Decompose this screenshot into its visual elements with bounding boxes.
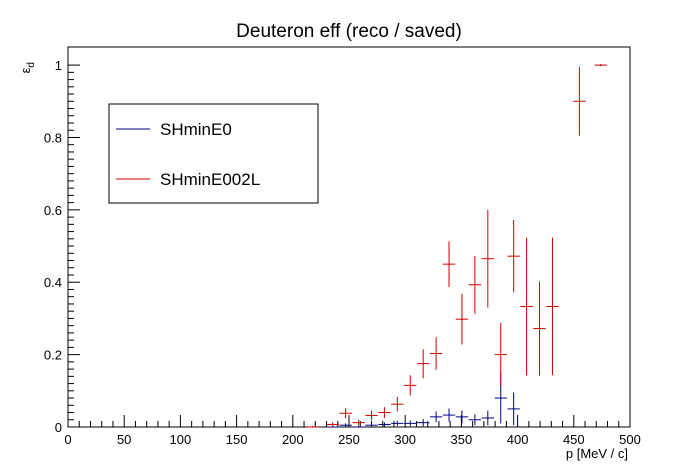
data-point: [365, 423, 378, 427]
y-axis: 0 0.2 0.4 0.6 0.8 1: [44, 58, 80, 435]
data-point: [507, 219, 520, 293]
y-tick-label: 0.2: [44, 348, 62, 363]
data-point: [442, 241, 456, 287]
legend: SHminE0 SHminE002L: [108, 103, 319, 204]
svg-text:εd: εd: [18, 62, 37, 73]
y-tick-label: 0: [55, 420, 62, 435]
data-point: [520, 237, 533, 376]
x-tick-label: 150: [226, 432, 248, 447]
data-point: [481, 410, 494, 426]
data-point: [546, 237, 559, 376]
data-point: [468, 414, 482, 426]
x-tick-label: 250: [338, 432, 360, 447]
data-point: [417, 419, 430, 427]
data-point: [352, 425, 365, 428]
data-point: [481, 209, 494, 308]
x-tick-label: 500: [619, 432, 641, 447]
x-tick-label: 450: [563, 432, 585, 447]
data-point: [417, 349, 430, 379]
series-1: [306, 372, 520, 428]
data-point: [391, 420, 404, 426]
data-point: [352, 419, 365, 426]
data-point: [494, 322, 507, 387]
data-point: [339, 408, 352, 419]
legend-box: [108, 103, 319, 204]
data-point: [378, 407, 391, 418]
x-tick-label: 50: [117, 432, 131, 447]
data-point: [594, 64, 607, 67]
x-tick-label: 350: [451, 432, 473, 447]
data-point: [404, 375, 417, 396]
data-point: [306, 425, 319, 428]
y-axis-title-sub: d: [26, 62, 37, 68]
data-point: [455, 410, 469, 424]
data-point: [326, 422, 339, 427]
y-tick-label: 0.8: [44, 130, 62, 145]
data-point: [429, 411, 443, 423]
data-point: [573, 66, 586, 136]
data-point: [378, 422, 391, 427]
legend-label-series-1: SHminE0: [160, 120, 232, 139]
x-tick-label: 300: [394, 432, 416, 447]
x-tick-label: 100: [170, 432, 192, 447]
data-point: [468, 255, 482, 314]
x-tick-label: 200: [282, 432, 304, 447]
data-point: [404, 420, 417, 427]
data-point: [339, 423, 352, 427]
x-axis-title: p [MeV / c]: [566, 446, 628, 461]
y-tick-label: 1: [55, 58, 62, 73]
series-layer: [306, 64, 607, 428]
y-axis-title-main: ε: [18, 67, 33, 73]
data-point: [507, 392, 520, 426]
data-point: [365, 410, 378, 421]
series-2: [306, 64, 607, 428]
x-axis: 0 50 100 150 200 250 300 350 400 450 500: [64, 415, 641, 447]
legend-label-series-2: SHminE002L: [160, 170, 260, 189]
chart-title: Deuteron eff (reco / saved): [236, 21, 462, 42]
data-point: [442, 408, 456, 422]
x-tick-label: 0: [64, 432, 71, 447]
x-tick-label: 400: [507, 432, 529, 447]
data-point: [429, 337, 443, 370]
data-point: [533, 281, 546, 376]
y-axis-title: εd: [18, 62, 37, 73]
data-point: [391, 396, 404, 412]
y-tick-label: 0.4: [44, 275, 62, 290]
y-tick-label: 0.6: [44, 203, 62, 218]
data-point: [455, 293, 469, 345]
